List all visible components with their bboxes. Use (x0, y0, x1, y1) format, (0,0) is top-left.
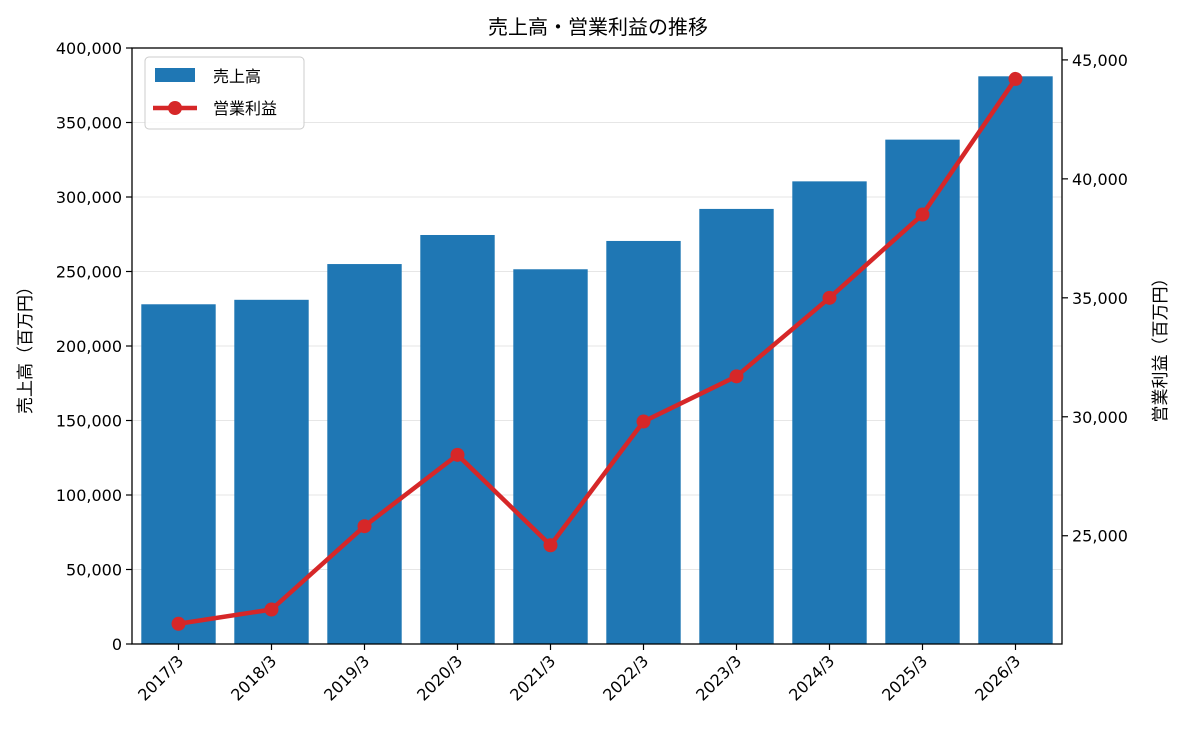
bar-2017/3 (141, 304, 216, 644)
y-left-tick-label: 350,000 (56, 114, 122, 133)
x-tick-label: 2017/3 (134, 651, 187, 704)
bar-2019/3 (327, 264, 402, 644)
legend-label-operating-profit: 営業利益 (213, 99, 277, 118)
legend-label-sales: 売上高 (213, 67, 261, 86)
chart-title: 売上高・営業利益の推移 (488, 15, 708, 39)
point-2021/3 (543, 538, 558, 553)
x-axis: 2017/3 2018/3 2019/3 2020/3 2021/3 2022/3 2023… (134, 644, 1024, 705)
legend-swatch-sales (155, 68, 195, 82)
x-tick-label: 2019/3 (320, 651, 373, 704)
point-2023/3 (729, 369, 744, 384)
bar-2021/3 (513, 269, 588, 644)
x-tick-label: 2025/3 (878, 651, 931, 704)
y-axis-right: 25,000 30,000 35,000 40,000 45,000 (1062, 51, 1128, 546)
line-path-operating-profit (176, 76, 1018, 627)
point-2024/3 (822, 290, 837, 305)
legend-marker-operating-profit (168, 101, 182, 115)
point-2022/3 (636, 414, 651, 429)
y-axis-right-title: 営業利益（百万円） (1151, 270, 1171, 423)
y-left-tick-label: 0 (112, 635, 122, 654)
y-right-tick-label: 30,000 (1072, 408, 1128, 427)
y-left-tick-label: 100,000 (56, 486, 122, 505)
point-2025/3 (915, 207, 930, 222)
y-right-tick-label: 40,000 (1072, 170, 1128, 189)
point-2020/3 (450, 447, 465, 462)
x-tick-label: 2021/3 (506, 651, 559, 704)
y-axis-left: 0 50,000 100,000 150,000 200,000 250,000 300,0… (56, 39, 132, 654)
legend: 売上高 営業利益 (144, 56, 305, 130)
x-tick-label: 2023/3 (692, 651, 745, 704)
x-tick-label: 2024/3 (785, 651, 838, 704)
bar-2024/3 (792, 181, 867, 645)
bar-2018/3 (234, 299, 309, 644)
y-left-tick-label: 400,000 (56, 39, 122, 58)
bar-2026/3 (978, 76, 1053, 644)
y-right-tick-label: 35,000 (1072, 289, 1128, 308)
bar-2023/3 (699, 208, 774, 645)
x-tick-label: 2018/3 (227, 651, 280, 704)
bar-2025/3 (885, 139, 960, 644)
bar-2022/3 (606, 240, 681, 644)
bar-2020/3 (420, 234, 495, 644)
y-left-tick-label: 250,000 (56, 263, 122, 282)
y-left-tick-label: 150,000 (56, 412, 122, 431)
x-tick-label: 2026/3 (971, 651, 1024, 704)
point-2026/3 (1008, 71, 1023, 86)
line-series-operating-profit (171, 71, 1023, 631)
y-right-tick-label: 25,000 (1072, 527, 1128, 546)
x-tick-label: 2020/3 (413, 651, 466, 704)
point-2019/3 (357, 519, 372, 534)
y-left-tick-label: 200,000 (56, 337, 122, 356)
bar-series-sales (141, 76, 1053, 645)
y-left-tick-label: 50,000 (66, 561, 122, 580)
point-2017/3 (171, 616, 186, 631)
point-2018/3 (264, 602, 279, 617)
y-axis-left-title: 売上高（百万円） (16, 278, 36, 414)
y-left-tick-label: 300,000 (56, 188, 122, 207)
x-tick-label: 2022/3 (599, 651, 652, 704)
y-right-tick-label: 45,000 (1072, 51, 1128, 70)
